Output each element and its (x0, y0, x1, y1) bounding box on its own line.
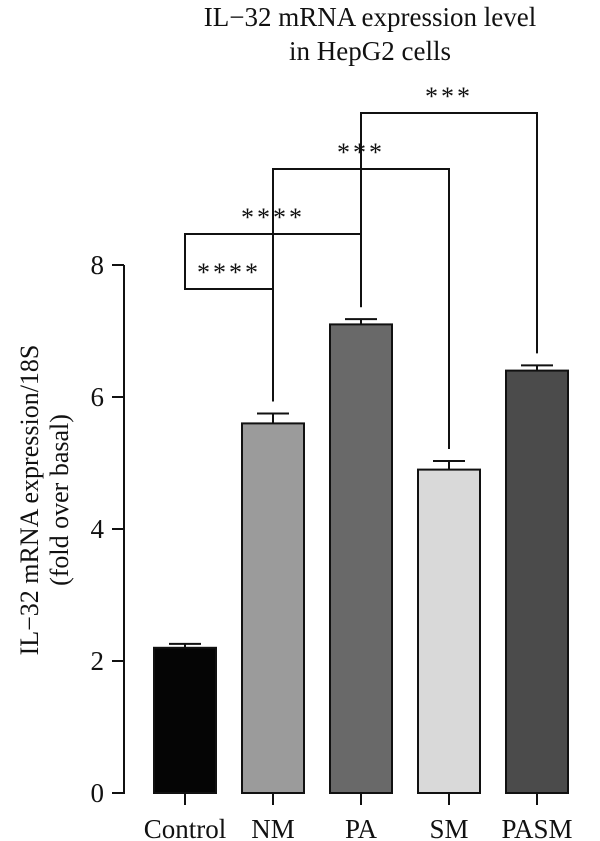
error-bar-pasm (521, 364, 553, 371)
bar-pasm (505, 369, 569, 794)
error-bar-sm (433, 460, 465, 470)
bar-nm (241, 422, 305, 794)
significance-bracket-pa-pasm: *** (360, 82, 538, 354)
y-tick-label-6: 6 (91, 382, 105, 412)
significance-label: **** (197, 258, 261, 287)
chart-title: IL−32 mRNA expression level in HepG2 cel… (204, 2, 536, 66)
y-tick-label-4: 4 (91, 514, 105, 544)
y-axis-label-line-1: IL−32 mRNA expression/18S (15, 345, 44, 656)
bar-sm (417, 468, 481, 794)
error-bars (169, 318, 553, 648)
error-bar-pa (345, 318, 377, 325)
y-tick-label-8: 8 (91, 250, 105, 280)
y-axis-label: IL−32 mRNA expression/18S (fold over bas… (15, 345, 74, 656)
bracket-line (360, 112, 538, 354)
bars (153, 323, 569, 794)
x-tick-label-nm: NM (251, 814, 295, 841)
chart-title-line-1: IL−32 mRNA expression level (204, 2, 536, 32)
bar-control (153, 646, 217, 794)
y-tick-label-2: 2 (91, 646, 105, 676)
significance-label: **** (241, 203, 305, 232)
significance-label: *** (425, 82, 473, 111)
x-tick-label-pa: PA (345, 814, 378, 841)
significance-bracket-control-nm: **** (184, 258, 274, 402)
error-bar-nm (257, 412, 289, 424)
y-axis-label-line-2: (fold over basal) (45, 414, 74, 586)
chart-title-line-2: in HepG2 cells (289, 36, 451, 66)
x-tick-label-sm: SM (429, 814, 468, 841)
bar-pa (329, 323, 393, 794)
significance-brackets: ************** (184, 82, 538, 450)
significance-label: *** (337, 138, 385, 167)
error-bar-control (169, 642, 201, 648)
x-tick-label-control: Control (144, 814, 227, 841)
y-tick-label-0: 0 (91, 778, 105, 808)
bracket-line (184, 268, 274, 402)
x-tick-label-pasm: PASM (501, 814, 572, 841)
